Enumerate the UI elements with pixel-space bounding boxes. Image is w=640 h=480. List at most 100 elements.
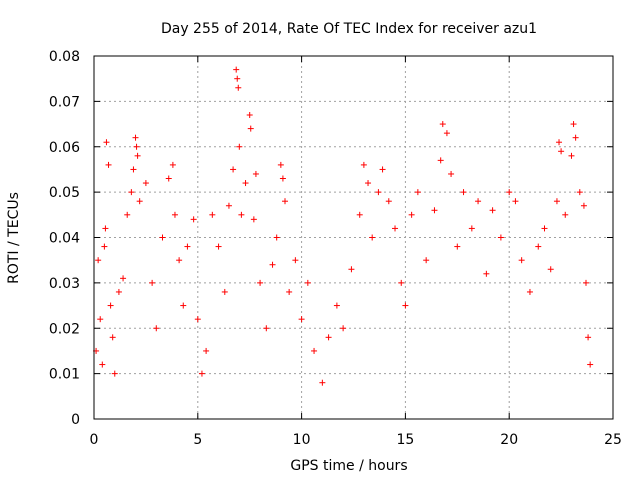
x-tick-label: 5 (193, 432, 202, 448)
data-point (443, 130, 450, 137)
data-point (136, 198, 143, 205)
data-point (340, 325, 347, 332)
data-point (379, 166, 386, 173)
data-point (460, 189, 467, 196)
data-point (311, 347, 318, 354)
data-point (292, 257, 299, 264)
data-point (171, 211, 178, 218)
tick-labels: 0 5 10 15 20 25 0 0.01 0.02 0.03 0.04 0.05 0.06 0.07 0… (49, 49, 622, 448)
data-point (257, 279, 264, 286)
data-point (356, 211, 363, 218)
data-point (105, 161, 112, 168)
data-point (398, 279, 405, 286)
data-point (431, 207, 438, 214)
data-point (235, 84, 242, 91)
data-point (194, 316, 201, 323)
data-point (238, 211, 245, 218)
data-point (583, 279, 590, 286)
data-point (103, 139, 110, 146)
y-tick-label: 0.01 (49, 367, 80, 383)
data-point (250, 216, 257, 223)
data-point (233, 66, 240, 73)
data-point (587, 361, 594, 368)
data-point (133, 143, 140, 150)
data-point (102, 225, 109, 232)
data-point (109, 334, 116, 341)
data-point (568, 152, 575, 159)
data-point (99, 361, 106, 368)
x-tick-label: 0 (90, 432, 99, 448)
data-point (570, 121, 577, 128)
data-point (225, 202, 232, 209)
y-tick-label: 0.04 (49, 231, 80, 247)
data-point (124, 211, 131, 218)
data-point (184, 243, 191, 250)
data-point (203, 347, 210, 354)
data-point (120, 275, 127, 282)
data-point (402, 302, 409, 309)
data-point (169, 161, 176, 168)
data-point (553, 198, 560, 205)
data-point (111, 370, 118, 377)
data-point (375, 189, 382, 196)
data-point (230, 166, 237, 173)
data-point (101, 243, 108, 250)
data-point (468, 225, 475, 232)
y-tick-label: 0.08 (49, 49, 80, 65)
data-point (585, 334, 592, 341)
x-tick-label: 20 (500, 432, 518, 448)
data-point (423, 257, 430, 264)
data-point (385, 198, 392, 205)
data-point (246, 111, 253, 118)
data-point (298, 316, 305, 323)
x-tick-label: 25 (604, 432, 622, 448)
chart-title: Day 255 of 2014, Rate Of TEC Index for r… (161, 21, 537, 37)
data-point (198, 370, 205, 377)
y-axis-label: ROTI / TECUs (6, 192, 22, 284)
data-point (95, 257, 102, 264)
data-point (369, 234, 376, 241)
data-points (93, 66, 594, 386)
data-point (286, 288, 293, 295)
data-point (348, 266, 355, 273)
data-point (134, 152, 141, 159)
data-point (437, 157, 444, 164)
y-tick-label: 0.07 (49, 94, 80, 110)
grid-lines (94, 56, 613, 419)
data-point (149, 279, 156, 286)
data-point (475, 198, 482, 205)
data-point (128, 189, 135, 196)
data-point (279, 175, 286, 182)
data-point (159, 234, 166, 241)
data-point (236, 143, 243, 150)
data-point (333, 302, 340, 309)
data-point (512, 198, 519, 205)
data-point (97, 316, 104, 323)
data-point (365, 180, 372, 187)
data-point (497, 234, 504, 241)
data-point (130, 166, 137, 173)
data-point (439, 121, 446, 128)
data-point (535, 243, 542, 250)
x-tick-label: 10 (293, 432, 311, 448)
data-point (277, 161, 284, 168)
data-point (107, 302, 114, 309)
data-point (221, 288, 228, 295)
y-tick-label: 0.05 (49, 185, 80, 201)
data-point (115, 288, 122, 295)
data-point (281, 198, 288, 205)
data-point (360, 161, 367, 168)
data-point (392, 225, 399, 232)
data-point (526, 288, 533, 295)
y-tick-label: 0.03 (49, 276, 80, 292)
data-point (234, 75, 241, 82)
data-point (576, 189, 583, 196)
data-point (252, 170, 259, 177)
data-point (562, 211, 569, 218)
data-point (448, 170, 455, 177)
data-point (558, 148, 565, 155)
data-point (541, 225, 548, 232)
data-point (209, 211, 216, 218)
y-tick-label: 0 (71, 412, 80, 428)
data-point (414, 189, 421, 196)
